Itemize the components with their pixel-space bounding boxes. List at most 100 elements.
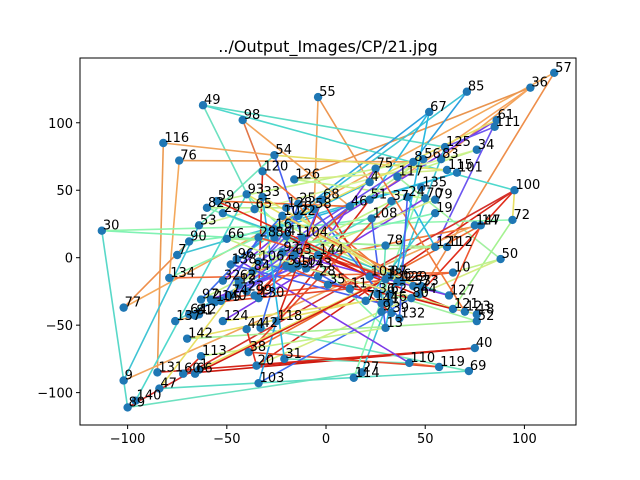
- data-point: [510, 186, 519, 195]
- data-point: [298, 233, 307, 242]
- connector-segment: [411, 297, 454, 310]
- data-point: [270, 233, 279, 242]
- data-point: [365, 195, 374, 204]
- data-point: [282, 203, 291, 212]
- point-label: 14: [482, 213, 499, 228]
- connector-segment: [226, 238, 307, 270]
- connector-segment: [258, 297, 412, 384]
- point-label: 31: [285, 347, 302, 362]
- data-point: [385, 289, 394, 299]
- data-point: [242, 190, 251, 199]
- data-point: [385, 298, 394, 307]
- connector-segment: [157, 347, 475, 374]
- point-label: 51: [371, 188, 388, 203]
- data-point: [448, 268, 458, 277]
- connector-segment: [194, 278, 386, 375]
- connector-segment: [389, 293, 478, 322]
- data-point: [409, 281, 418, 291]
- data-point: [470, 343, 480, 353]
- point-label: 13: [387, 316, 404, 331]
- data-point: [218, 316, 228, 326]
- point-label: 140: [222, 289, 247, 304]
- data-point: [549, 68, 559, 78]
- point-label: 2: [212, 288, 220, 303]
- point-label: 98: [244, 108, 261, 123]
- data-point: [234, 280, 243, 289]
- point-label: 92: [283, 240, 300, 255]
- connector-segment: [448, 224, 482, 296]
- data-point: [248, 266, 257, 276]
- data-point: [381, 275, 390, 284]
- data-point: [367, 214, 376, 223]
- point-label: 38: [250, 340, 267, 355]
- point-label: 85: [468, 80, 485, 95]
- point-label: 24: [408, 185, 425, 200]
- plot-frame: [79, 57, 577, 426]
- data-point: [345, 202, 355, 211]
- point-label: 136: [387, 267, 412, 282]
- point-label: 97: [202, 288, 219, 303]
- data-point: [472, 310, 481, 319]
- point-label: 8: [414, 150, 422, 165]
- data-point: [365, 177, 374, 187]
- connector-segment: [101, 219, 513, 232]
- point-label: 116: [164, 131, 189, 146]
- data-point: [210, 298, 220, 307]
- point-label: 35: [329, 273, 346, 288]
- y-tick-label: 50: [56, 184, 73, 199]
- point-label: 100: [515, 178, 540, 193]
- point-label: 87: [391, 265, 408, 280]
- point-label: 78: [387, 234, 404, 249]
- point-label: 121: [436, 235, 461, 250]
- point-label: 99: [256, 283, 273, 298]
- point-label: 70: [426, 186, 443, 201]
- data-point: [182, 334, 192, 343]
- data-point: [294, 199, 303, 208]
- point-label: 112: [448, 235, 473, 250]
- point-label: 118: [277, 309, 302, 324]
- connector-segment: [275, 199, 323, 322]
- connector-segment: [163, 142, 275, 156]
- data-point: [190, 311, 200, 320]
- data-point: [373, 289, 382, 299]
- connector-segment: [216, 158, 424, 202]
- data-point: [395, 314, 404, 323]
- data-point: [415, 289, 424, 299]
- point-label: 18: [478, 302, 495, 317]
- data-point: [258, 192, 267, 202]
- connector-segment: [259, 203, 300, 329]
- data-point: [460, 307, 470, 316]
- data-point: [270, 150, 279, 160]
- connector-segment: [369, 111, 430, 201]
- data-point: [476, 221, 485, 230]
- data-point: [250, 291, 259, 300]
- data-point: [508, 215, 517, 225]
- point-label: 93: [248, 182, 265, 197]
- data-point: [526, 83, 535, 92]
- connector-segment: [122, 224, 200, 381]
- point-label: 46: [391, 290, 408, 305]
- data-point: [252, 361, 261, 370]
- data-point: [387, 308, 396, 318]
- point-label: 82: [208, 196, 225, 211]
- data-point: [442, 165, 452, 175]
- point-label: 138: [232, 252, 257, 267]
- connector-segment: [406, 196, 436, 248]
- point-label: 76: [180, 149, 197, 164]
- data-point: [464, 366, 474, 376]
- x-tick-label: 0: [322, 432, 330, 447]
- data-point: [365, 272, 374, 281]
- point-label: 102: [283, 204, 308, 219]
- point-label: 96: [238, 247, 255, 262]
- x-tick-label: −50: [213, 432, 240, 447]
- point-label: 37: [392, 189, 409, 204]
- connector-segment: [282, 246, 448, 254]
- data-point: [242, 287, 251, 296]
- point-label: 56: [424, 147, 441, 162]
- point-label: 72: [514, 208, 531, 223]
- point-label: 143: [307, 256, 332, 271]
- data-point: [212, 196, 222, 206]
- connector-segment: [200, 327, 386, 357]
- point-label: 126: [295, 167, 320, 182]
- data-point: [184, 237, 194, 246]
